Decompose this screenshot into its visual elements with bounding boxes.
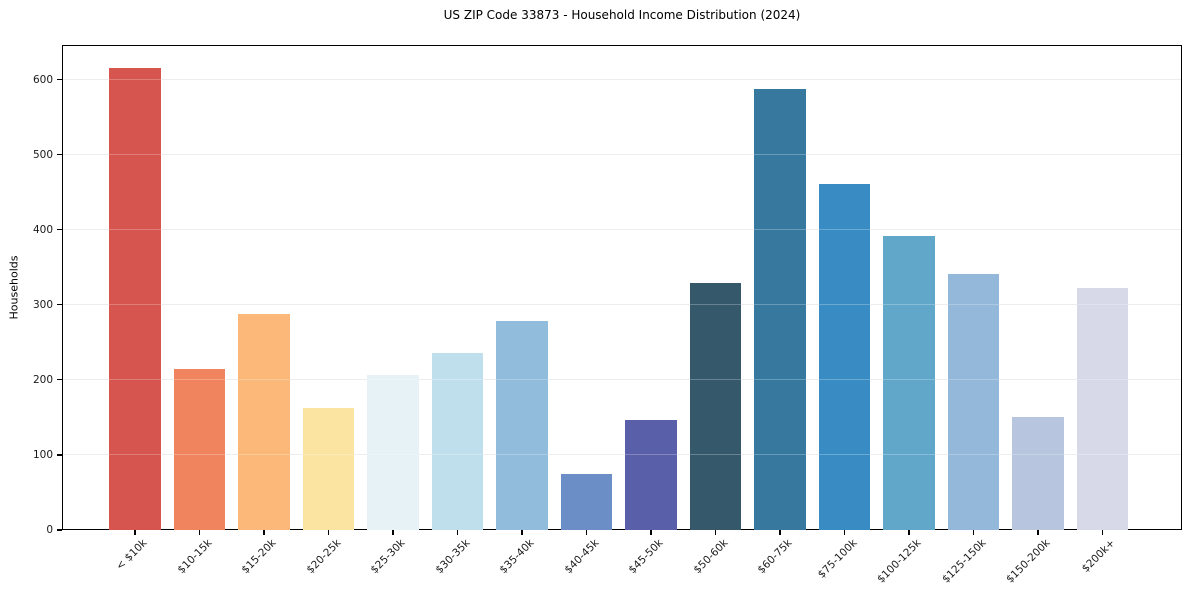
bar-60-75k — [754, 89, 806, 530]
y-tick-label-600: 600 — [32, 73, 53, 86]
y-tick-mark-200 — [57, 379, 62, 381]
bar-75-100k — [818, 183, 871, 530]
bar-30-35k — [431, 352, 484, 530]
x-tick-label-13: $125-150k — [939, 537, 988, 586]
gridline-overlay-200 — [63, 379, 1181, 381]
y-tick-mark-0 — [57, 529, 62, 531]
x-tick-label-11: $75-100k — [815, 537, 859, 581]
y-tick-mark-100 — [57, 454, 62, 456]
bar-20-25k — [302, 407, 355, 530]
x-tick-mark-4 — [392, 530, 394, 535]
bar-200k — [1076, 287, 1129, 530]
x-tick-label-5: $30-35k — [432, 537, 472, 577]
x-tick-mark-11 — [843, 530, 846, 535]
bar-45-50k — [625, 420, 677, 530]
gridline-overlay-300 — [63, 304, 1181, 306]
x-tick-mark-10 — [779, 530, 781, 535]
x-tick-mark-9 — [714, 530, 717, 535]
x-tick-label-4: $25-30k — [368, 537, 408, 577]
x-tick-mark-1 — [198, 530, 201, 535]
x-tick-mark-2 — [263, 530, 265, 535]
bar-25-30k — [367, 375, 419, 530]
x-tick-label-0: < $10k — [113, 537, 150, 573]
y-tick-mark-400 — [57, 229, 62, 231]
x-tick-mark-12 — [908, 530, 910, 535]
x-tick-label-9: $50-60k — [690, 537, 730, 577]
x-tick-mark-7 — [585, 530, 588, 535]
bar-40-45k — [560, 474, 613, 530]
bar-10-15k — [173, 368, 226, 530]
gridline-600 — [63, 79, 1181, 81]
x-tick-label-8: $45-50k — [626, 537, 666, 577]
x-tick-mark-5 — [456, 530, 459, 535]
x-tick-label-12: $100-125k — [874, 537, 924, 586]
bar-50-60k — [689, 282, 742, 530]
gridline-500 — [63, 154, 1181, 156]
x-tick-mark-14 — [1037, 530, 1039, 535]
x-tick-mark-15 — [1101, 530, 1104, 535]
bar-15-20k — [238, 313, 290, 530]
x-tick-label-1: $10-15k — [174, 537, 214, 577]
gridline-overlay-500 — [63, 154, 1181, 156]
x-tick-label-7: $40-45k — [561, 537, 601, 577]
y-tick-mark-500 — [57, 154, 62, 156]
y-tick-mark-300 — [57, 304, 62, 306]
x-tick-label-2: $15-20k — [239, 537, 279, 577]
bar-100-125k — [883, 236, 935, 530]
x-tick-label-14: $150-200k — [1003, 537, 1053, 586]
y-tick-label-100: 100 — [32, 448, 53, 461]
gridline-400 — [63, 229, 1181, 231]
gridline-300 — [63, 304, 1181, 306]
x-tick-mark-8 — [650, 530, 652, 535]
y-tick-mark-600 — [57, 78, 62, 81]
x-tick-label-3: $20-25k — [303, 537, 343, 577]
y-axis-label: Households — [7, 255, 21, 320]
x-tick-mark-3 — [327, 530, 330, 535]
y-tick-label-500: 500 — [32, 148, 53, 161]
x-tick-label-6: $35-40k — [497, 537, 537, 577]
x-tick-mark-0 — [134, 530, 136, 535]
chart-title: US ZIP Code 33873 - Household Income Dis… — [443, 8, 801, 22]
gridline-overlay-400 — [63, 229, 1181, 231]
x-tick-mark-6 — [521, 530, 523, 535]
y-tick-label-200: 200 — [32, 373, 53, 386]
gridline-overlay-600 — [63, 79, 1181, 81]
y-tick-label-300: 300 — [32, 298, 53, 311]
x-tick-label-10: $60-75k — [755, 537, 795, 577]
gridline-200 — [63, 379, 1181, 381]
x-tick-mark-13 — [972, 530, 975, 535]
y-tick-label-400: 400 — [32, 223, 53, 236]
x-tick-label-15: $200k+ — [1079, 537, 1117, 575]
gridline-overlay-100 — [63, 454, 1181, 456]
bar-150-200k — [1012, 417, 1064, 530]
gridline-100 — [63, 454, 1181, 456]
y-tick-label-0: 0 — [46, 524, 53, 536]
bar-10k — [109, 67, 161, 530]
bar-35-40k — [496, 320, 548, 530]
bar-125-150k — [947, 273, 1000, 530]
